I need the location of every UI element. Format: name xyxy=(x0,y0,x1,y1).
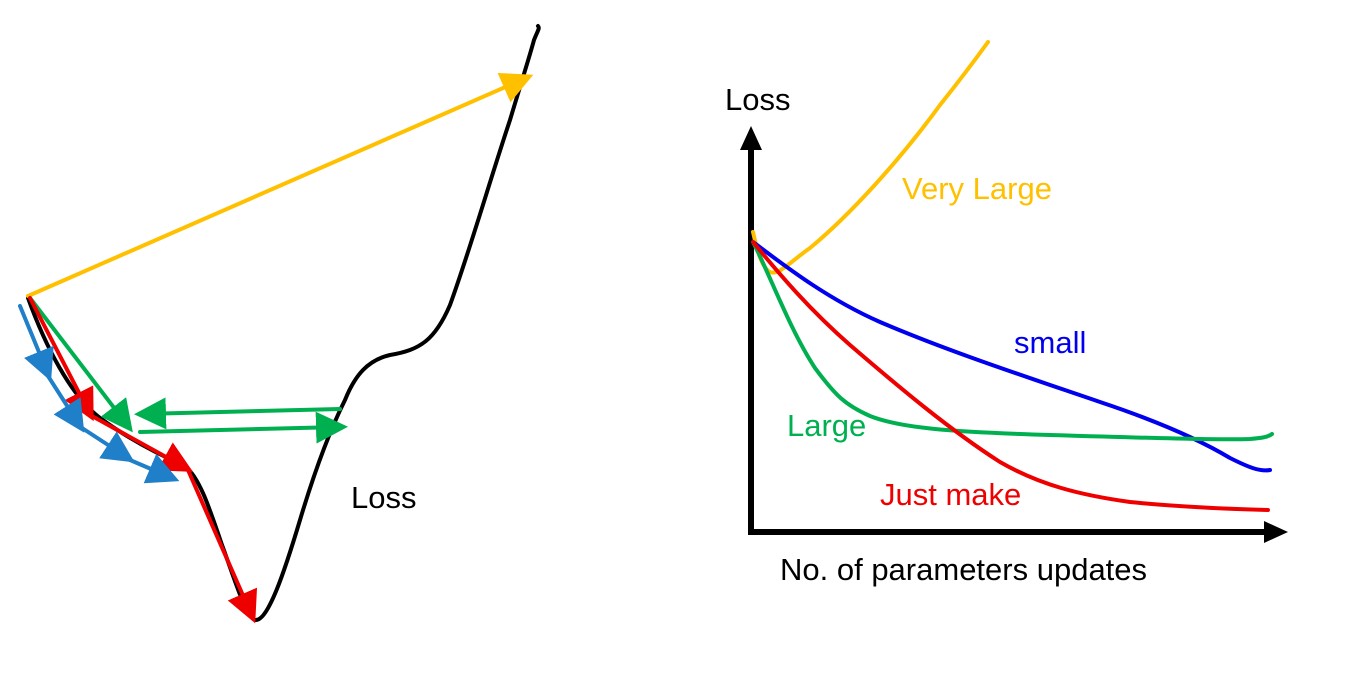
series-small-label: small xyxy=(1014,325,1086,360)
series-large-label: Large xyxy=(787,408,866,443)
series-very-large-label: Very Large xyxy=(902,171,1052,206)
green-step-arrow-1 xyxy=(28,296,133,433)
blue-step-arrow-3 xyxy=(80,426,135,463)
x-axis-label: No. of parameters updates xyxy=(780,552,1147,587)
series-just-make-line xyxy=(751,240,1270,512)
red-step-arrow-1 xyxy=(28,296,94,422)
y-axis-arrowhead xyxy=(740,126,762,150)
blue-step-arrow-4 xyxy=(128,453,180,484)
red-step-arrow-3 xyxy=(186,468,258,624)
loss-curve xyxy=(26,24,541,622)
right-chart: Loss No. of parameters updates Very Larg… xyxy=(725,40,1288,587)
left-curve-label: Loss xyxy=(351,480,416,515)
y-axis-label: Loss xyxy=(725,82,790,117)
series-large-line xyxy=(751,240,1274,442)
green-step-arrow-3 xyxy=(134,397,342,430)
blue-step-arrow-1 xyxy=(18,304,54,382)
series-very-large-line xyxy=(751,40,990,275)
series-small-line xyxy=(751,240,1272,473)
left-diagram: Loss xyxy=(18,24,541,624)
x-axis-arrowhead xyxy=(1264,521,1288,543)
yellow-step-arrow xyxy=(26,72,534,298)
green-step-arrow-2 xyxy=(138,411,348,444)
blue-step-arrow-2 xyxy=(46,374,85,433)
series-just-make-label: Just make xyxy=(880,477,1021,512)
